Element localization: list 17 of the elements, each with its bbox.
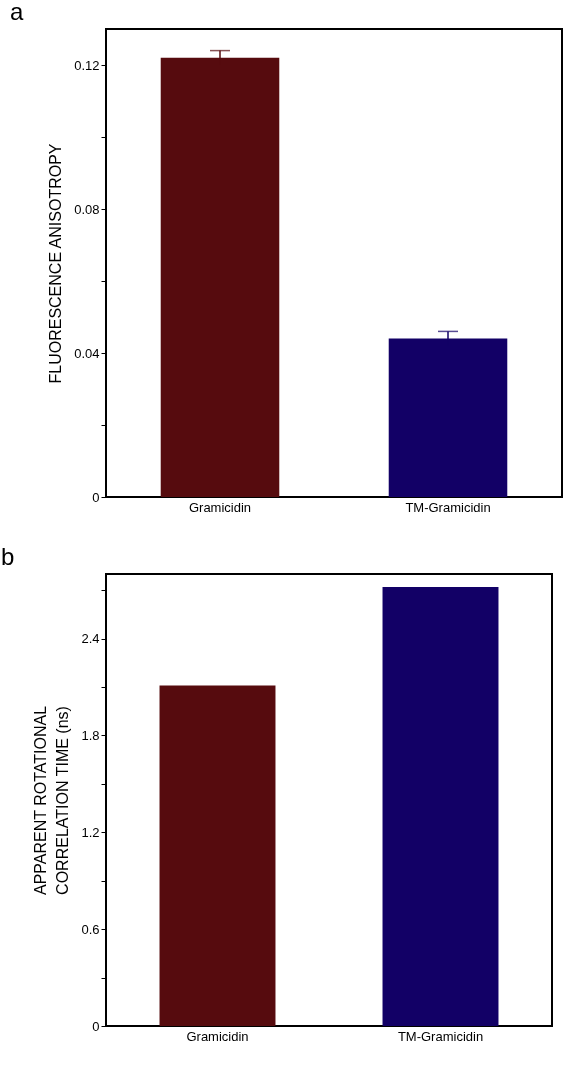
y-tick-label: 0.04 <box>74 345 100 361</box>
y-tick-label: 0.12 <box>74 57 100 73</box>
x-tick-label: TM-Gramicidin <box>405 499 491 515</box>
y-axis-title: FLUORESCENCE ANISOTROPY <box>47 143 65 384</box>
y-tick-label: 1.8 <box>81 727 100 743</box>
y-tick-label: 0.6 <box>81 921 100 937</box>
y-tick-label: 1.2 <box>81 824 100 840</box>
chart-title: a <box>10 0 24 25</box>
x-tick-label: Gramicidin <box>186 1028 249 1044</box>
y-tick-label: 0.08 <box>74 201 100 217</box>
y-tick-label: 0 <box>92 489 100 505</box>
x-tick-label: Gramicidin <box>188 499 252 515</box>
y-tick-label: 0 <box>92 1018 100 1034</box>
y-tick-label: 2.4 <box>81 631 100 647</box>
x-tick-label: TM-Gramicidin <box>397 1028 484 1044</box>
y-axis-title: APPARENT ROTATIONAL CORRELATION TIME (ns) <box>32 705 72 896</box>
chart-title: b <box>1 543 15 570</box>
